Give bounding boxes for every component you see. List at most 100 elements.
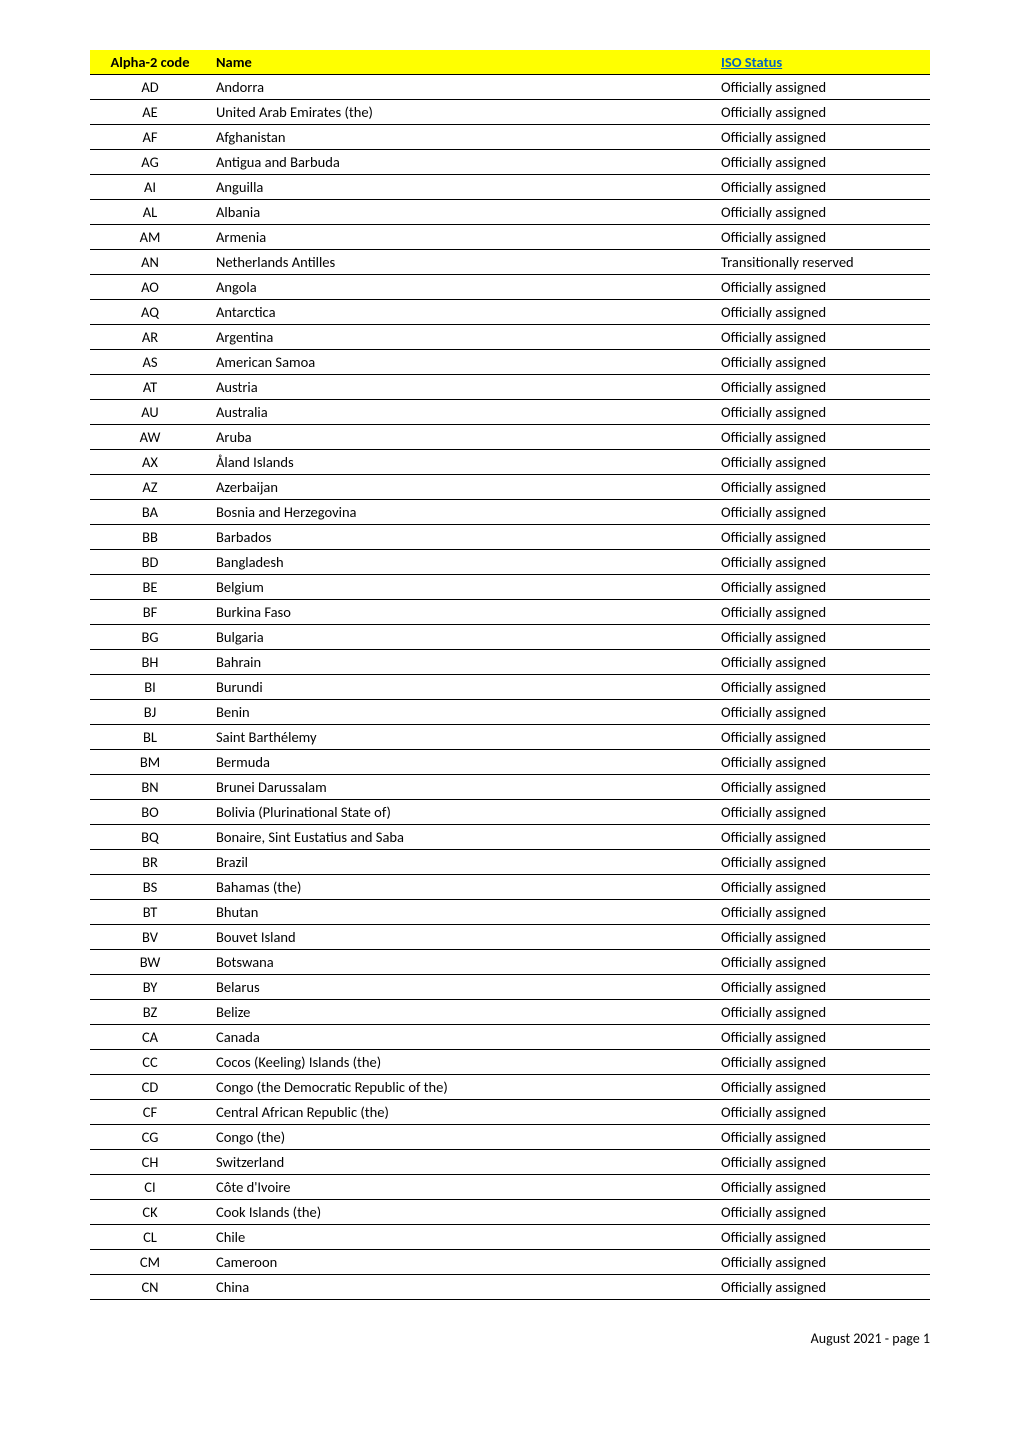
cell-name: Antarctica <box>210 300 715 325</box>
cell-name: Belize <box>210 1000 715 1025</box>
cell-code: CD <box>90 1075 210 1100</box>
table-row: AWArubaOfficially assigned <box>90 425 930 450</box>
cell-status: Officially assigned <box>715 675 930 700</box>
table-row: BNBrunei DarussalamOfficially assigned <box>90 775 930 800</box>
cell-name: Australia <box>210 400 715 425</box>
table-row: BRBrazilOfficially assigned <box>90 850 930 875</box>
table-row: CFCentral African Republic (the)Official… <box>90 1100 930 1125</box>
cell-name: Bosnia and Herzegovina <box>210 500 715 525</box>
cell-status: Officially assigned <box>715 950 930 975</box>
cell-code: CH <box>90 1150 210 1175</box>
table-row: AEUnited Arab Emirates (the)Officially a… <box>90 100 930 125</box>
cell-name: Congo (the) <box>210 1125 715 1150</box>
cell-name: Burundi <box>210 675 715 700</box>
cell-code: AD <box>90 75 210 100</box>
cell-status: Officially assigned <box>715 975 930 1000</box>
cell-code: BB <box>90 525 210 550</box>
table-row: BTBhutanOfficially assigned <box>90 900 930 925</box>
cell-status: Officially assigned <box>715 525 930 550</box>
cell-code: CA <box>90 1025 210 1050</box>
table-row: CNChinaOfficially assigned <box>90 1275 930 1300</box>
table-row: CACanadaOfficially assigned <box>90 1025 930 1050</box>
cell-name: Netherlands Antilles <box>210 250 715 275</box>
cell-code: CK <box>90 1200 210 1225</box>
table-header-row: Alpha-2 code Name ISO Status <box>90 50 930 75</box>
cell-code: BL <box>90 725 210 750</box>
cell-status: Officially assigned <box>715 1125 930 1150</box>
cell-status: Officially assigned <box>715 500 930 525</box>
cell-name: Åland Islands <box>210 450 715 475</box>
cell-code: BI <box>90 675 210 700</box>
cell-name: Bulgaria <box>210 625 715 650</box>
cell-code: BO <box>90 800 210 825</box>
cell-status: Transitionally reserved <box>715 250 930 275</box>
cell-status: Officially assigned <box>715 1025 930 1050</box>
cell-code: BN <box>90 775 210 800</box>
cell-status: Officially assigned <box>715 375 930 400</box>
cell-code: BS <box>90 875 210 900</box>
cell-name: Switzerland <box>210 1150 715 1175</box>
cell-code: AX <box>90 450 210 475</box>
table-row: AUAustraliaOfficially assigned <box>90 400 930 425</box>
table-row: BFBurkina FasoOfficially assigned <box>90 600 930 625</box>
table-row: BJBeninOfficially assigned <box>90 700 930 725</box>
cell-name: Bangladesh <box>210 550 715 575</box>
table-row: BABosnia and HerzegovinaOfficially assig… <box>90 500 930 525</box>
table-row: ADAndorraOfficially assigned <box>90 75 930 100</box>
cell-name: Cameroon <box>210 1250 715 1275</box>
cell-name: Burkina Faso <box>210 600 715 625</box>
table-row: BHBahrainOfficially assigned <box>90 650 930 675</box>
cell-name: Albania <box>210 200 715 225</box>
header-iso-status: ISO Status <box>715 50 930 75</box>
cell-name: Brazil <box>210 850 715 875</box>
table-row: BWBotswanaOfficially assigned <box>90 950 930 975</box>
cell-code: BA <box>90 500 210 525</box>
cell-code: CG <box>90 1125 210 1150</box>
cell-name: Armenia <box>210 225 715 250</box>
cell-name: Côte d'Ivoire <box>210 1175 715 1200</box>
cell-status: Officially assigned <box>715 450 930 475</box>
cell-status: Officially assigned <box>715 275 930 300</box>
cell-status: Officially assigned <box>715 750 930 775</box>
cell-name: Barbados <box>210 525 715 550</box>
cell-code: AF <box>90 125 210 150</box>
cell-name: Central African Republic (the) <box>210 1100 715 1125</box>
table-row: CICôte d'IvoireOfficially assigned <box>90 1175 930 1200</box>
cell-name: Cook Islands (the) <box>210 1200 715 1225</box>
table-row: BOBolivia (Plurinational State of)Offici… <box>90 800 930 825</box>
table-row: CGCongo (the)Officially assigned <box>90 1125 930 1150</box>
cell-status: Officially assigned <box>715 125 930 150</box>
iso-status-link[interactable]: ISO Status <box>721 53 782 71</box>
cell-code: AR <box>90 325 210 350</box>
cell-status: Officially assigned <box>715 1100 930 1125</box>
page-footer: August 2021 - page 1 <box>90 1330 930 1347</box>
cell-code: AN <box>90 250 210 275</box>
cell-code: AO <box>90 275 210 300</box>
cell-status: Officially assigned <box>715 800 930 825</box>
cell-name: Saint Barthélemy <box>210 725 715 750</box>
cell-name: Belarus <box>210 975 715 1000</box>
cell-name: Anguilla <box>210 175 715 200</box>
cell-name: Belgium <box>210 575 715 600</box>
cell-status: Officially assigned <box>715 425 930 450</box>
cell-code: BR <box>90 850 210 875</box>
cell-name: Bermuda <box>210 750 715 775</box>
cell-name: Brunei Darussalam <box>210 775 715 800</box>
cell-status: Officially assigned <box>715 150 930 175</box>
cell-name: Antigua and Barbuda <box>210 150 715 175</box>
cell-name: Chile <box>210 1225 715 1250</box>
cell-status: Officially assigned <box>715 175 930 200</box>
cell-status: Officially assigned <box>715 325 930 350</box>
cell-status: Officially assigned <box>715 1075 930 1100</box>
table-row: CCCocos (Keeling) Islands (the)Officiall… <box>90 1050 930 1075</box>
cell-code: BF <box>90 600 210 625</box>
cell-status: Officially assigned <box>715 550 930 575</box>
header-alpha2: Alpha-2 code <box>90 50 210 75</box>
table-row: CDCongo (the Democratic Republic of the)… <box>90 1075 930 1100</box>
cell-status: Officially assigned <box>715 575 930 600</box>
table-row: CHSwitzerlandOfficially assigned <box>90 1150 930 1175</box>
cell-name: Botswana <box>210 950 715 975</box>
cell-name: Congo (the Democratic Republic of the) <box>210 1075 715 1100</box>
cell-code: AE <box>90 100 210 125</box>
cell-name: Afghanistan <box>210 125 715 150</box>
